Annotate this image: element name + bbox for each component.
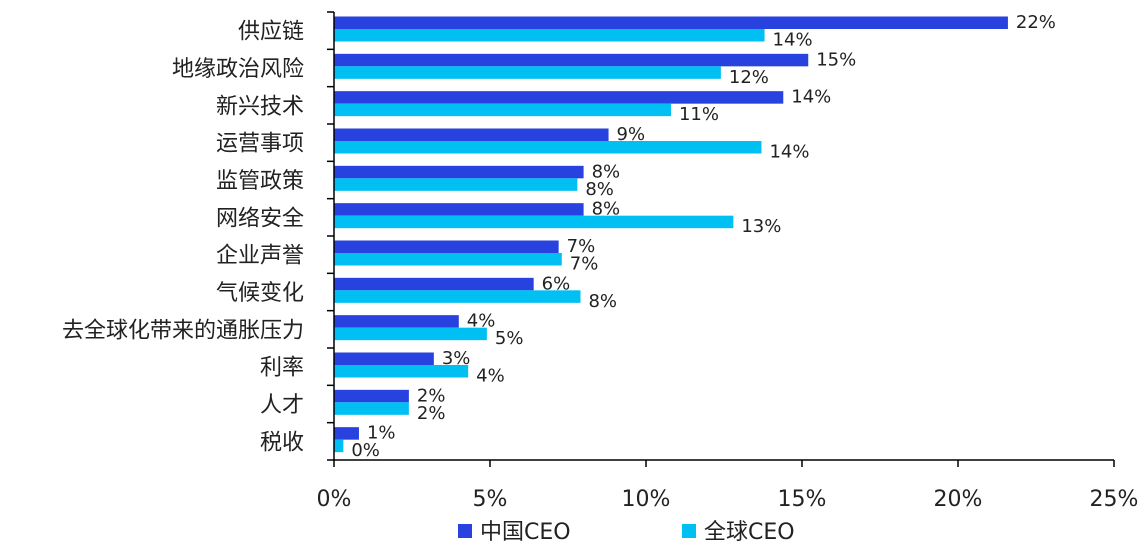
bar-china-ceo [334, 203, 584, 216]
data-label: 0% [351, 440, 380, 461]
x-tick-label: 20% [934, 487, 983, 512]
bar-global-ceo [334, 327, 487, 341]
bar-china-ceo [334, 427, 359, 440]
data-label: 14% [773, 30, 813, 51]
category-label: 运营事项 [216, 132, 304, 157]
category-label: 企业声誉 [216, 244, 304, 269]
data-label: 15% [816, 49, 856, 70]
bar-global-ceo [334, 290, 581, 303]
bar-global-ceo [334, 66, 721, 79]
bar-china-ceo [334, 128, 609, 141]
data-label: 4% [467, 311, 496, 332]
bar-global-ceo [334, 402, 409, 415]
data-labels-layer: 22%14%15%12%14%11%9%14%8%8%8%13%7%7%6%8%… [351, 12, 1056, 461]
bar-global-ceo [334, 141, 762, 154]
data-label: 8% [585, 179, 614, 200]
data-label: 22% [1016, 12, 1056, 33]
category-label: 人才 [260, 393, 304, 418]
legend-swatch [458, 524, 472, 538]
bar-china-ceo [334, 352, 434, 365]
x-tick-label: 15% [778, 487, 827, 512]
legend: 中国CEO 全球CEO [458, 520, 795, 545]
bar-global-ceo [334, 29, 765, 42]
bar-global-ceo [334, 365, 469, 378]
category-label: 供应链 [238, 20, 304, 45]
x-tick-label: 0% [317, 487, 352, 512]
bar-china-ceo [334, 277, 534, 291]
bar-global-ceo [334, 439, 344, 453]
x-tick-label: 25% [1090, 487, 1139, 512]
data-label: 11% [679, 104, 719, 125]
bar-china-ceo [334, 53, 809, 67]
data-label: 5% [495, 328, 524, 349]
bar-global-ceo [334, 253, 562, 266]
category-label: 网络安全 [216, 206, 304, 231]
bar-china-ceo [334, 16, 1008, 29]
x-tick-label: 10% [622, 487, 671, 512]
data-label: 7% [567, 236, 596, 257]
bar-global-ceo [334, 103, 671, 117]
data-label: 2% [417, 403, 446, 424]
category-label: 监管政策 [216, 169, 304, 194]
bar-global-ceo [334, 178, 578, 191]
data-label: 14% [791, 87, 831, 108]
category-label: 利率 [260, 356, 304, 381]
data-label: 8% [588, 291, 617, 312]
category-labels-layer: 供应链地缘政治风险新兴技术运营事项监管政策网络安全企业声誉气候变化去全球化带来的… [62, 20, 304, 456]
data-label: 9% [617, 124, 646, 145]
legend-label: 中国CEO [480, 520, 571, 545]
bar-china-ceo [334, 165, 584, 179]
category-label: 去全球化带来的通胀压力 [62, 318, 304, 343]
category-label: 气候变化 [216, 281, 304, 306]
bar-china-ceo [334, 240, 559, 253]
legend-label: 全球CEO [704, 520, 795, 545]
data-label: 1% [367, 423, 396, 444]
category-label: 新兴技术 [216, 94, 304, 119]
data-label: 8% [592, 161, 621, 182]
data-label: 2% [417, 385, 446, 406]
data-label: 13% [741, 216, 781, 237]
bar-china-ceo [334, 91, 784, 104]
category-label: 税收 [260, 430, 304, 455]
bar-global-ceo [334, 215, 734, 229]
axes-layer: 0% 5% 10% 15% 20% 25% [317, 11, 1139, 512]
bar-china-ceo [334, 315, 459, 328]
data-label: 8% [592, 199, 621, 220]
data-label: 7% [570, 254, 599, 275]
x-tick-label: 5% [473, 487, 508, 512]
legend-swatch [682, 524, 696, 538]
category-label: 地缘政治风险 [172, 57, 304, 82]
bars-layer [334, 16, 1008, 453]
bar-china-ceo [334, 389, 409, 403]
data-label: 3% [442, 348, 471, 369]
data-label: 6% [542, 273, 571, 294]
data-label: 14% [769, 142, 809, 163]
data-label: 4% [476, 366, 505, 387]
data-label: 12% [729, 67, 769, 88]
